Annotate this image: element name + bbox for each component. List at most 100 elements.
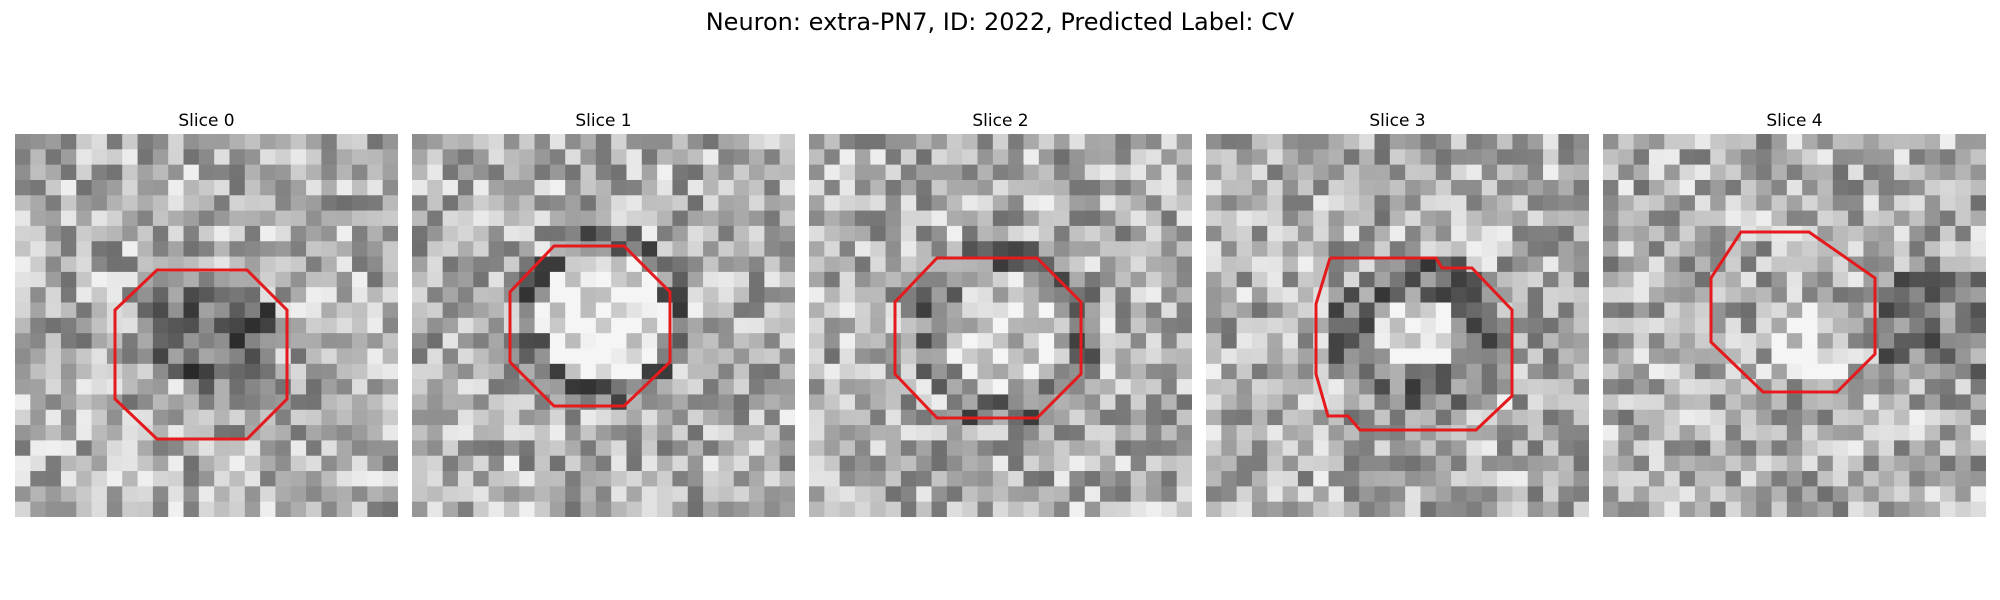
pixel — [641, 179, 658, 196]
pixel — [916, 440, 933, 457]
pixel — [229, 425, 246, 441]
pixel — [977, 149, 994, 166]
pixel — [1786, 425, 1803, 441]
pixel — [1527, 317, 1544, 334]
pixel — [992, 394, 1009, 411]
pixel — [1832, 179, 1849, 196]
pixel — [611, 149, 628, 166]
pixel — [367, 164, 384, 181]
pixel — [290, 379, 307, 396]
pixel — [1694, 333, 1711, 350]
pixel — [1251, 179, 1268, 196]
pixel — [442, 256, 459, 273]
pixel — [703, 271, 719, 288]
pixel — [534, 134, 551, 150]
pixel — [1084, 195, 1101, 212]
pixel — [1679, 287, 1696, 304]
pixel — [1648, 179, 1665, 196]
pixel — [427, 425, 444, 441]
pixel — [946, 486, 963, 503]
pixel — [1420, 409, 1437, 426]
pixel — [1543, 348, 1559, 365]
pixel — [1618, 501, 1635, 517]
pixel — [1924, 348, 1941, 365]
pixel — [260, 210, 277, 227]
pixel — [168, 179, 185, 196]
pixel — [595, 134, 612, 150]
pixel — [1267, 333, 1284, 350]
pixel — [1527, 409, 1544, 426]
pixel — [1389, 134, 1406, 150]
pixel — [1267, 471, 1284, 487]
pixel — [1955, 394, 1972, 411]
pixel — [473, 195, 490, 212]
pixel — [1267, 486, 1284, 503]
pixel — [687, 241, 704, 258]
pixel — [1481, 225, 1498, 242]
pixel — [168, 394, 185, 411]
pixel — [473, 317, 490, 334]
pixel — [412, 425, 428, 441]
pixel — [76, 471, 93, 487]
pixel — [1161, 440, 1178, 457]
pixel — [1848, 179, 1865, 196]
pixel — [641, 425, 658, 441]
pixel — [1405, 195, 1422, 212]
pixel — [152, 333, 169, 350]
pixel — [962, 471, 979, 487]
pixel — [870, 256, 887, 273]
pixel — [854, 333, 871, 350]
pixel — [321, 394, 338, 411]
pixel — [198, 455, 215, 472]
pixel — [1115, 179, 1132, 196]
pixel — [854, 394, 871, 411]
pixel — [1633, 317, 1650, 334]
pixel — [1389, 379, 1406, 396]
pixel — [76, 225, 93, 242]
pixel — [1756, 455, 1773, 472]
pixel — [1161, 149, 1178, 166]
pixel — [1756, 195, 1773, 212]
pixel — [1236, 271, 1253, 288]
pixel — [839, 317, 856, 334]
pixel — [1955, 501, 1972, 517]
pixel — [1664, 363, 1681, 380]
pixel — [1940, 425, 1956, 441]
pixel — [854, 471, 871, 487]
pixel — [1527, 164, 1544, 181]
pixel — [260, 134, 277, 150]
pixel — [1832, 394, 1849, 411]
pixel — [168, 379, 185, 396]
pixel — [962, 195, 979, 212]
pixel — [1771, 440, 1788, 457]
pixel — [45, 379, 62, 396]
pixel — [764, 302, 781, 319]
pixel — [718, 440, 735, 457]
pixel — [1771, 287, 1788, 304]
pixel — [687, 317, 704, 334]
pixel — [1894, 164, 1910, 181]
pixel — [1878, 256, 1895, 273]
pixel — [1084, 164, 1101, 181]
pixel — [1725, 455, 1742, 472]
pixel — [1710, 225, 1727, 242]
pixel — [718, 134, 735, 150]
pixel — [1664, 241, 1681, 258]
pixel — [519, 409, 536, 426]
pixel — [198, 471, 215, 487]
pixel — [1543, 149, 1559, 166]
pixel — [519, 149, 536, 166]
pixel — [1543, 394, 1559, 411]
pixel — [1084, 486, 1101, 503]
pixel — [1236, 317, 1253, 334]
pixel — [275, 425, 292, 441]
pixel — [1512, 317, 1529, 334]
pixel — [321, 241, 338, 258]
pixel — [1832, 210, 1849, 227]
pixel — [1618, 348, 1635, 365]
pixel — [1725, 271, 1742, 288]
pixel — [549, 363, 566, 380]
pixel — [1802, 149, 1819, 166]
pixel — [1756, 179, 1773, 196]
pixel — [854, 149, 871, 166]
